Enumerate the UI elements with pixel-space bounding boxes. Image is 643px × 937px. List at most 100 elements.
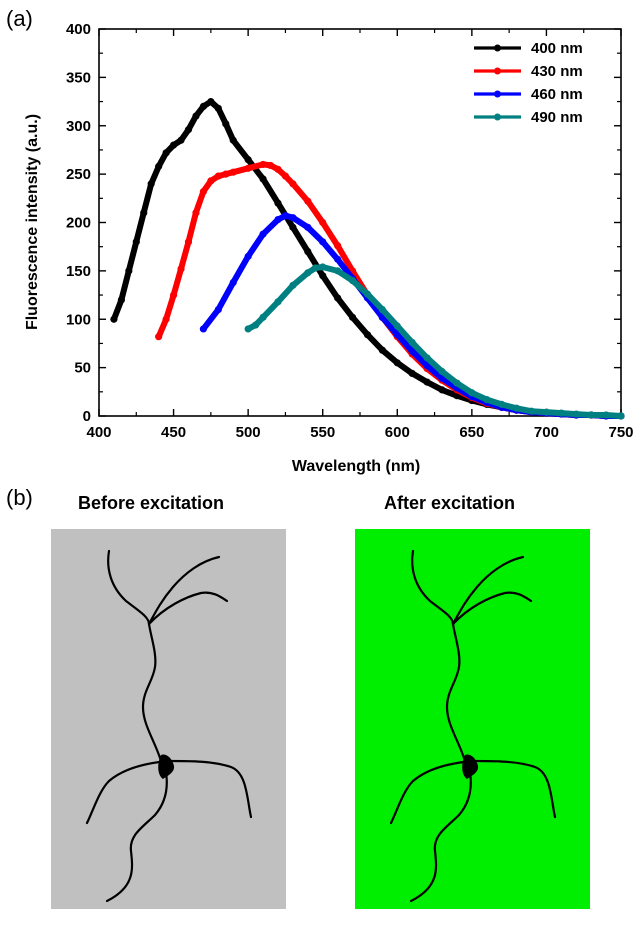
data-point: [602, 411, 610, 419]
data-point: [132, 238, 140, 246]
data-point: [438, 367, 446, 376]
data-point: [274, 199, 282, 207]
data-point: [363, 290, 372, 298]
series-line: [245, 264, 624, 419]
data-point: [334, 294, 342, 302]
data-point: [192, 209, 200, 217]
data-point: [244, 164, 252, 172]
x-tick-label: 550: [310, 424, 335, 441]
legend-marker: [494, 90, 501, 98]
data-point: [274, 215, 282, 224]
y-tick-label: 100: [66, 311, 91, 328]
data-point: [222, 120, 230, 128]
data-point: [214, 172, 222, 180]
series-line: [110, 98, 624, 419]
data-point: [289, 214, 297, 222]
data-point: [542, 408, 551, 416]
chart-axes: 400 450 500 550 600 650 700 750 0 50 100 150 200 250 3…: [66, 21, 634, 441]
data-point: [348, 276, 357, 285]
data-point: [304, 197, 312, 205]
data-point: [207, 177, 215, 185]
data-point: [177, 136, 185, 144]
data-point: [117, 296, 125, 304]
data-point: [274, 298, 282, 306]
legend-label: 460 nm: [531, 86, 583, 103]
data-point: [259, 230, 267, 238]
series-0: [110, 97, 625, 420]
data-point: [348, 313, 357, 321]
data-point: [378, 305, 386, 314]
data-point: [319, 272, 327, 280]
data-point: [319, 238, 327, 246]
data-point: [281, 172, 290, 180]
data-point: [393, 331, 401, 339]
data-point: [304, 223, 312, 231]
x-tick-label: 400: [86, 424, 111, 441]
series-layer: [110, 97, 625, 420]
data-point: [229, 168, 237, 176]
panel-b-label: (b): [6, 485, 33, 510]
data-point: [393, 322, 401, 330]
data-point: [281, 212, 290, 220]
data-point: [572, 410, 580, 418]
data-point: [110, 315, 118, 323]
data-point: [259, 313, 267, 321]
data-point: [498, 400, 506, 408]
before-excitation-image: [51, 529, 286, 909]
data-point: [199, 102, 207, 110]
legend-label: 490 nm: [531, 109, 583, 126]
data-point: [423, 378, 431, 386]
data-point: [513, 404, 521, 412]
neuron-icon: [85, 549, 253, 903]
data-point: [147, 180, 155, 188]
data-point: [617, 412, 625, 420]
data-point: [169, 141, 178, 149]
data-point: [334, 267, 342, 275]
data-point: [468, 389, 476, 397]
y-tick-label: 150: [66, 263, 91, 280]
data-point: [169, 291, 178, 299]
neuron-icon: [389, 549, 557, 903]
data-point: [214, 104, 222, 112]
data-point: [207, 97, 215, 106]
x-tick-label: 450: [161, 424, 186, 441]
data-point: [222, 170, 230, 178]
data-point: [378, 346, 386, 354]
data-point: [244, 156, 252, 164]
x-axis-title: Wavelength (nm): [292, 458, 420, 475]
data-point: [244, 252, 252, 260]
data-point: [319, 263, 327, 271]
x-tick-label: 600: [385, 424, 410, 441]
data-point: [587, 411, 595, 419]
x-tick-label: 500: [236, 424, 261, 441]
data-point: [334, 242, 342, 250]
data-point: [177, 265, 185, 273]
data-point: [274, 165, 282, 173]
after-excitation-image: [355, 529, 590, 909]
data-point: [162, 149, 170, 157]
data-point: [192, 112, 200, 120]
y-axis-title: Fluorescence intensity (a.u.): [24, 114, 41, 330]
before-excitation-title: Before excitation: [78, 493, 225, 513]
data-point: [408, 369, 416, 378]
data-point: [199, 325, 207, 333]
data-point: [259, 160, 267, 169]
data-point: [311, 264, 319, 272]
data-point: [259, 175, 267, 183]
series-3: [244, 263, 625, 420]
y-tick-label: 300: [66, 118, 91, 135]
data-point: [393, 359, 401, 367]
y-tick-label: 250: [66, 166, 91, 183]
data-point: [252, 321, 260, 329]
data-point: [453, 379, 461, 387]
data-point: [483, 395, 491, 404]
data-point: [184, 238, 193, 246]
data-point: [319, 218, 327, 227]
data-point: [162, 315, 170, 323]
data-point: [266, 161, 275, 170]
data-point: [155, 333, 163, 341]
y-tick-label: 400: [66, 21, 91, 38]
data-point: [423, 362, 431, 370]
y-tick-label: 200: [66, 215, 91, 232]
x-tick-label: 750: [608, 424, 633, 441]
